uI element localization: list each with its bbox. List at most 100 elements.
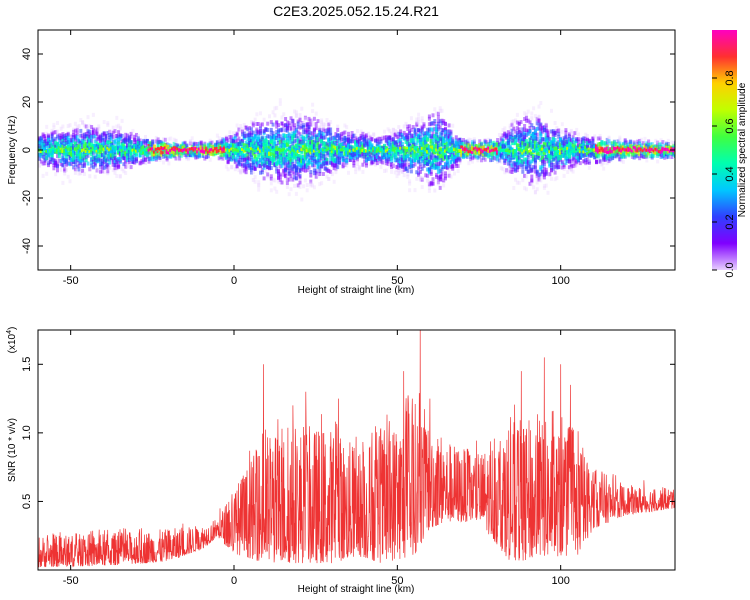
spectrogram-cell bbox=[250, 127, 253, 132]
spectrogram-cell bbox=[97, 154, 101, 159]
spectrogram-cell bbox=[521, 150, 525, 155]
spectrogram-cell bbox=[68, 179, 72, 184]
spectrogram-cell bbox=[226, 167, 230, 172]
spectrogram-ridge-cell bbox=[532, 149, 536, 153]
spectrogram-cell bbox=[524, 174, 528, 179]
spectrogram-cell bbox=[289, 127, 293, 132]
spectrogram-cell bbox=[316, 142, 320, 147]
spectrogram-cell bbox=[88, 167, 92, 172]
spectrogram-ridge-cell bbox=[339, 148, 343, 152]
spectrogram-cell bbox=[273, 134, 277, 139]
spectrogram-cell bbox=[57, 158, 61, 163]
spectrogram-cell bbox=[271, 177, 275, 182]
spectrogram-cell bbox=[250, 143, 253, 148]
spectrogram-ridge-cell bbox=[86, 147, 90, 151]
spectrogram-cell bbox=[232, 152, 235, 157]
spectrogram-cell bbox=[140, 148, 144, 153]
spectrogram-cell bbox=[233, 136, 237, 141]
spectrogram-cell bbox=[517, 143, 521, 148]
spectrogram-cell bbox=[487, 154, 491, 159]
spectrogram-cell bbox=[271, 122, 275, 127]
spectrogram-cell bbox=[449, 152, 453, 157]
spectrogram-ridge-cell bbox=[260, 148, 264, 152]
spectrogram-cell bbox=[393, 150, 397, 155]
spectrogram-cell bbox=[269, 188, 273, 193]
spectrogram-cell bbox=[72, 138, 76, 143]
spectrogram-cell bbox=[135, 132, 138, 137]
spectrogram-cell bbox=[52, 142, 56, 147]
spectrogram-cell bbox=[336, 143, 340, 148]
spectrogram-cell bbox=[510, 152, 514, 157]
spectrogram-cell bbox=[260, 170, 264, 175]
spectrogram-cell bbox=[458, 156, 462, 161]
spectrogram-cell bbox=[350, 134, 354, 139]
spectrogram-cell bbox=[79, 128, 83, 133]
spectrogram-cell bbox=[242, 143, 246, 148]
spectrogram-cell bbox=[341, 164, 345, 169]
spectrogram-ridge-cell bbox=[142, 151, 146, 155]
spectrogram-cell bbox=[230, 151, 234, 156]
spectrogram-cell bbox=[273, 106, 277, 111]
spectrogram-cell bbox=[131, 155, 135, 160]
spectrogram-cell bbox=[350, 134, 354, 139]
spectrogram-cell bbox=[506, 130, 510, 135]
spectrogram-cell bbox=[526, 143, 530, 148]
spectrogram-cell bbox=[417, 160, 421, 165]
spectrogram-cell bbox=[409, 116, 413, 121]
spectrogram-cell bbox=[262, 154, 266, 159]
spectrogram-cell bbox=[61, 132, 65, 137]
spectrogram-cell bbox=[312, 127, 316, 132]
spectrogram-cell bbox=[506, 150, 510, 155]
spectrogram-cell bbox=[268, 166, 271, 171]
spectrogram-cell bbox=[537, 175, 541, 180]
spectrogram-cell bbox=[45, 151, 49, 156]
spectrogram-cell bbox=[510, 122, 514, 127]
spectrogram-cell bbox=[57, 146, 61, 150]
spectrogram-cell bbox=[93, 174, 97, 179]
spectrogram-cell bbox=[539, 172, 543, 177]
spectrogram-cell bbox=[102, 131, 106, 136]
spectrogram-cell bbox=[438, 132, 442, 137]
spectrogram-ridge-cell bbox=[296, 149, 300, 153]
spectrogram-cell bbox=[391, 144, 395, 149]
spectrogram-cell bbox=[64, 154, 68, 159]
spectrogram-cell bbox=[406, 146, 410, 151]
spectrogram-cell bbox=[418, 164, 422, 169]
spectrogram-cell bbox=[271, 155, 275, 160]
spectrogram-cell bbox=[460, 152, 464, 157]
spectrogram-cell bbox=[117, 134, 121, 139]
spectrogram-ridge-cell bbox=[453, 148, 456, 152]
spectrogram-cell bbox=[444, 174, 447, 179]
spectrogram-cell bbox=[329, 132, 333, 137]
spectrogram-cell bbox=[268, 140, 271, 145]
spectrogram-cell bbox=[302, 145, 306, 149]
spectrogram-cell bbox=[113, 153, 117, 158]
spectrogram-cell bbox=[444, 139, 447, 144]
spectrogram-cell bbox=[523, 117, 527, 121]
spectrogram-cell bbox=[246, 160, 250, 165]
spectrogram-cell bbox=[334, 132, 338, 137]
spectrogram-cell bbox=[449, 142, 453, 147]
spectrogram-cell bbox=[194, 149, 198, 154]
spectrogram-cell bbox=[215, 142, 219, 147]
spectrogram-cell bbox=[329, 156, 333, 161]
spectrogram-ridge-cell bbox=[400, 150, 404, 154]
spectrogram-cell bbox=[451, 145, 455, 150]
spectrogram-ridge-cell bbox=[149, 147, 153, 151]
spectrogram-cell bbox=[259, 129, 262, 133]
spectrogram-cell bbox=[224, 137, 228, 141]
spectrogram-cell bbox=[79, 171, 83, 176]
spectrogram-cell bbox=[158, 139, 162, 144]
spectrogram-cell bbox=[43, 155, 47, 160]
spectrogram-cell bbox=[400, 164, 404, 169]
spectrogram-cell bbox=[526, 163, 530, 168]
spectrogram-cell bbox=[305, 142, 309, 147]
spectrogram-cell bbox=[99, 153, 103, 158]
spectrogram-cell bbox=[285, 174, 289, 179]
spectrogram-cell bbox=[280, 142, 284, 147]
spectrogram-cell bbox=[131, 160, 135, 165]
spectrogram-ridge-cell bbox=[347, 148, 350, 152]
spectrogram-cell bbox=[239, 162, 243, 167]
spectrogram-cell bbox=[45, 141, 49, 146]
spectrogram-cell bbox=[212, 151, 216, 156]
